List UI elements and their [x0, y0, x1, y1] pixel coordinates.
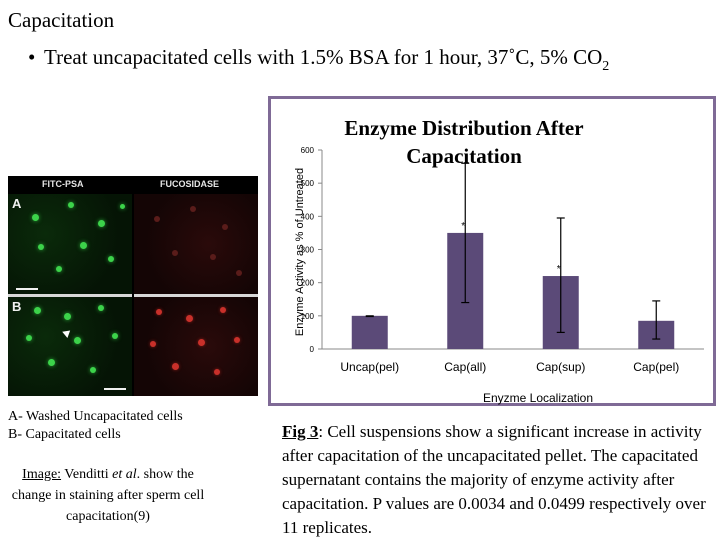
x-tick-label: Cap(pel) — [633, 360, 679, 374]
panel-b-fucosidase — [134, 297, 258, 396]
slide-title: Capacitation — [8, 8, 115, 32]
y-tick-label: 600 — [301, 146, 315, 155]
panel-a-fitc — [8, 194, 132, 294]
image-credit-label: Image: — [22, 467, 62, 482]
scale-bar-a — [16, 288, 38, 290]
figure-caption: Fig 3: Cell suspensions show a significa… — [282, 420, 718, 540]
y-tick-label: 200 — [301, 279, 315, 288]
bar-chart: 0 100 200 300 400 500 600 Uncap(pel) * Cap(all) * C… — [301, 146, 704, 374]
chart-title-line2: Capacitation — [406, 144, 522, 168]
bullet-subscript: 2 — [602, 59, 610, 74]
fitc-psa-label: FITC-PSA — [42, 179, 84, 189]
significance-marker: * — [557, 264, 561, 275]
panel-a-fucosidase — [134, 194, 258, 294]
micrograph-header: FITC-PSA FUCOSIDASE — [8, 176, 258, 194]
image-credit-author: Venditti — [64, 467, 109, 482]
fucosidase-label: FUCOSIDASE — [160, 179, 220, 189]
y-tick-label: 500 — [301, 179, 315, 188]
bullet-dot: • — [28, 45, 36, 69]
figure-caption-label: Fig 3 — [282, 422, 319, 441]
bullet-item: • Treat uncapacitated cells with 1.5% BS… — [28, 44, 704, 74]
caption-line-b: B- Capacitated cells — [8, 427, 121, 442]
figure-caption-text: : Cell suspensions show a significant in… — [282, 422, 706, 537]
image-credit-etal: et al — [112, 467, 137, 482]
chart-title-line1: Enzyme Distribution After — [344, 116, 584, 140]
micrograph-caption: A- Washed Uncapacitated cells B- Capacit… — [8, 408, 183, 444]
scale-bar-b — [104, 388, 126, 390]
bullet-text: Treat uncapacitated cells with 1.5% BSA … — [44, 45, 603, 69]
y-tick-label: 100 — [301, 312, 315, 321]
panel-b-letter: B — [12, 299, 22, 314]
image-credit-text: . show the change in staining after sper… — [11, 467, 205, 524]
x-tick-label: Cap(sup) — [536, 360, 585, 374]
panel-b-fitc — [8, 297, 132, 396]
image-credit: Image: Venditti et al. show the change i… — [10, 464, 206, 527]
significance-marker: * — [461, 221, 465, 232]
x-axis-label: Enyzme Localization — [482, 391, 594, 405]
bar — [351, 315, 388, 349]
micrograph-image: FITC-PSA FUCOSIDASE A — [8, 176, 258, 396]
y-tick-label: 0 — [310, 345, 315, 354]
panel-a-letter: A — [12, 196, 22, 211]
chart-frame — [268, 96, 716, 406]
caption-line-a: A- Washed Uncapacitated cells — [8, 409, 183, 424]
x-tick-label: Cap(all) — [444, 360, 486, 374]
y-tick-label: 300 — [301, 246, 315, 255]
arrowhead-marker — [60, 328, 71, 338]
panel-vertical-divider — [132, 194, 134, 396]
y-axis-label: Enzyme Activity as % of Untreated — [294, 167, 306, 337]
x-tick-label: Uncap(pel) — [340, 360, 399, 374]
y-tick-label: 400 — [301, 212, 315, 221]
